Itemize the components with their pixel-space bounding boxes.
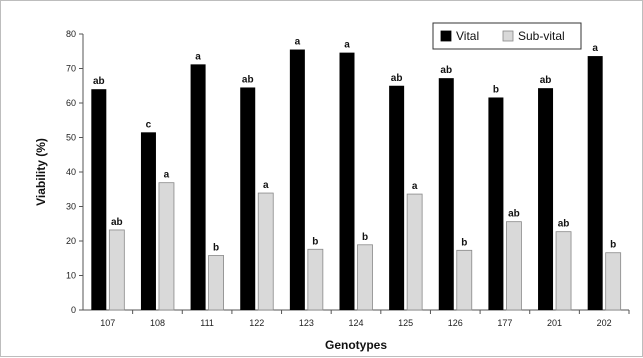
bar-letter-label: b [213, 242, 219, 253]
bar-letter-label: ab [508, 209, 520, 220]
bar-sub-vital [506, 221, 522, 311]
bar-vital [538, 88, 554, 310]
bar-sub-vital [307, 248, 324, 311]
bar-letter-label: a [164, 170, 170, 181]
bar-vital [289, 49, 305, 311]
bar-letter-label: b [493, 84, 499, 95]
bar-vital [190, 64, 206, 310]
bar-vital [438, 78, 454, 310]
x-tick-label: 123 [299, 318, 314, 328]
bar-sub-vital [108, 229, 125, 311]
bar-letter-label: ab [440, 65, 452, 76]
bar-vital [587, 56, 603, 310]
bar-letter-label: ab [558, 219, 570, 230]
bar-sub-vital [208, 255, 224, 311]
axes: 0 10 20 30 40 50 60 70 80 107 108 111 122 123 124 125 12… [66, 29, 630, 328]
bar-letter-label: ab [242, 74, 254, 85]
y-tick-label: 50 [66, 133, 76, 143]
y-tick-label: 0 [71, 305, 76, 315]
bar-letter-label: a [263, 180, 269, 191]
bar-letter-label: a [195, 51, 201, 62]
bar-letter-label: ab [93, 76, 105, 87]
bar-vital [91, 89, 107, 310]
y-tick-label: 80 [66, 29, 76, 39]
bar-letter-label: a [592, 43, 598, 54]
legend-swatch-vital [440, 30, 452, 42]
legend-label-vital: Vital [456, 29, 479, 43]
x-tick-label: 124 [348, 318, 363, 328]
bar-sub-vital [605, 252, 622, 311]
y-tick-label: 20 [66, 236, 76, 246]
legend-swatch-sub-vital [502, 30, 514, 42]
x-tick-label: 125 [398, 318, 413, 328]
legend: Vital Sub-vital [432, 22, 582, 50]
bar-letter-label: c [146, 119, 152, 130]
bar-letter-label: a [344, 40, 350, 51]
bar-sub-vital [158, 182, 175, 311]
y-tick-label: 10 [66, 271, 76, 281]
x-tick-label: 177 [497, 318, 512, 328]
x-tick-label: 122 [249, 318, 264, 328]
bar-letter-label: ab [111, 217, 123, 228]
bar-sub-vital [406, 193, 423, 311]
bar-letter-label: ab [391, 73, 403, 84]
y-tick-label: 60 [66, 98, 76, 108]
bars [91, 49, 622, 311]
bar-vital [240, 87, 256, 310]
bar-letter-label: b [362, 232, 368, 243]
bar-vital [389, 85, 405, 310]
bar-letter-label: ab [540, 75, 552, 86]
bar-vital [339, 52, 355, 310]
bar-letter-label: a [295, 37, 301, 48]
bar-sub-vital [257, 192, 274, 311]
x-tick-label: 202 [597, 318, 612, 328]
bar-letter-label: b [610, 240, 616, 251]
x-tick-label: 108 [150, 318, 165, 328]
legend-label-sub-vital: Sub-vital [518, 29, 565, 43]
x-tick-label: 111 [200, 318, 214, 328]
y-tick-label: 30 [66, 202, 76, 212]
bar-sub-vital [456, 249, 473, 311]
y-axis-title: Viability (%) [34, 138, 48, 206]
x-tick-label: 201 [547, 318, 562, 328]
bar-letter-label: a [412, 181, 418, 192]
bar-sub-vital [555, 231, 572, 311]
bar-vital [140, 132, 156, 310]
bar-sub-vital [357, 244, 373, 311]
x-axis-title: Genotypes [325, 338, 387, 352]
y-tick-label: 40 [66, 167, 76, 177]
x-tick-label: 126 [448, 318, 463, 328]
bar-letter-label: b [312, 236, 318, 247]
bar-vital [488, 97, 504, 310]
y-tick-label: 70 [66, 64, 76, 74]
bar-letter-label: b [461, 237, 467, 248]
x-tick-label: 107 [100, 318, 115, 328]
